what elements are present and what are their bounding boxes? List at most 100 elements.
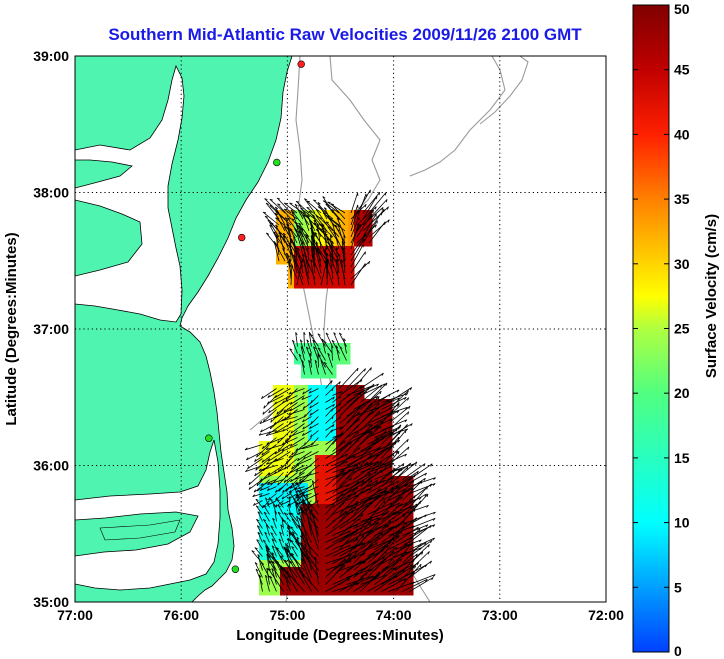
velocity-arrowhead <box>300 551 304 555</box>
velocity-arrow <box>307 214 316 232</box>
velocity-arrowhead <box>338 416 341 420</box>
velocity-arrow <box>297 247 304 274</box>
velocity-arrowhead <box>261 395 264 399</box>
velocity-cell <box>259 448 267 456</box>
velocity-cell <box>294 455 302 463</box>
velocity-arrow <box>302 423 312 430</box>
velocity-arrow <box>367 544 389 564</box>
velocity-cell <box>266 560 274 568</box>
velocity-arrowhead <box>312 214 316 217</box>
velocity-arrow <box>388 466 409 487</box>
velocity-arrowhead <box>331 345 334 349</box>
velocity-arrowhead <box>349 442 352 446</box>
velocity-arrow <box>315 215 328 232</box>
velocity-arrow <box>309 402 319 409</box>
velocity-arrowhead <box>254 473 257 477</box>
velocity-cell <box>282 258 289 265</box>
velocity-arrow <box>257 479 270 492</box>
velocity-arrow <box>362 207 384 226</box>
velocity-arrowhead <box>292 339 295 343</box>
velocity-arrowhead <box>315 209 319 212</box>
velocity-arrow <box>290 540 298 550</box>
velocity-arrow <box>325 203 340 220</box>
velocity-arrowhead <box>259 421 263 424</box>
velocity-arrow <box>367 425 393 438</box>
velocity-arrowhead <box>251 550 255 553</box>
velocity-arrow <box>309 423 319 430</box>
velocity-arrow <box>308 210 322 226</box>
velocity-arrowhead <box>381 207 384 211</box>
velocity-arrowhead <box>252 494 256 497</box>
velocity-arrowhead <box>284 466 287 470</box>
velocity-arrowhead <box>363 561 366 565</box>
velocity-arrow <box>388 429 407 452</box>
velocity-arrowhead <box>294 260 298 264</box>
velocity-arrow <box>252 493 263 497</box>
velocity-arrow <box>353 406 380 417</box>
velocity-arrow <box>356 214 372 238</box>
velocity-cell <box>282 246 289 253</box>
velocity-arrow <box>339 418 360 438</box>
y-tick-label: 35:00 <box>33 594 69 610</box>
x-axis-label: Longitude (Degrees:Minutes) <box>236 627 444 644</box>
velocity-cell <box>276 234 283 241</box>
velocity-arrowhead <box>306 346 309 350</box>
velocity-cell <box>273 525 281 533</box>
velocity-arrowhead <box>298 489 301 493</box>
velocity-cell <box>364 504 372 512</box>
velocity-arrow <box>402 551 424 571</box>
velocity-arrow <box>263 505 270 515</box>
velocity-arrowhead <box>405 393 408 396</box>
velocity-arrow <box>317 352 319 368</box>
velocity-cell <box>336 234 343 241</box>
velocity-arrow <box>339 528 358 550</box>
velocity-cell <box>342 258 349 265</box>
velocity-arrow <box>339 446 361 466</box>
velocity-arrowhead <box>335 247 339 251</box>
velocity-arrow <box>367 382 388 403</box>
velocity-arrowhead <box>309 412 312 416</box>
velocity-cell <box>330 252 337 259</box>
velocity-arrowhead <box>266 502 270 506</box>
velocity-arrowhead <box>269 575 273 579</box>
velocity-arrowhead <box>317 333 321 336</box>
velocity-cell <box>294 553 302 561</box>
velocity-cell <box>342 246 349 253</box>
velocity-arrow <box>271 568 277 585</box>
velocity-arrowhead <box>332 403 335 407</box>
velocity-arrow <box>350 244 364 268</box>
velocity-arrow <box>395 553 418 571</box>
velocity-arrowhead <box>270 222 274 225</box>
velocity-arrowhead <box>288 491 292 494</box>
velocity-arrowhead <box>371 424 373 428</box>
velocity-arrow <box>374 485 398 501</box>
velocity-cell <box>301 581 309 589</box>
velocity-arrow <box>257 554 263 571</box>
velocity-cell <box>308 413 316 421</box>
velocity-cell <box>385 483 393 491</box>
velocity-arrow <box>339 411 360 431</box>
velocity-arrow <box>297 451 312 462</box>
velocity-arrowhead <box>355 538 359 542</box>
velocity-arrow <box>325 332 333 347</box>
velocity-cell <box>354 216 361 223</box>
velocity-arrowhead <box>310 399 313 404</box>
velocity-arrow <box>255 458 270 471</box>
velocity-cell <box>287 560 295 568</box>
velocity-arrowhead <box>377 521 379 525</box>
velocity-arrowhead <box>341 431 344 435</box>
velocity-cell <box>336 246 343 253</box>
velocity-cell <box>287 539 295 547</box>
velocity-arrow <box>332 426 343 431</box>
velocity-arrow <box>388 477 412 494</box>
velocity-arrowhead <box>267 458 271 462</box>
velocity-cell <box>287 553 295 561</box>
velocity-cell <box>312 210 319 217</box>
velocity-cell <box>273 511 281 519</box>
velocity-arrowhead <box>264 531 268 535</box>
velocity-arrow <box>267 479 284 485</box>
velocity-arrowhead <box>370 568 374 572</box>
velocity-arrowhead <box>426 486 428 490</box>
velocity-arrow <box>360 488 381 508</box>
colorbar-tick-label: 15 <box>674 450 690 466</box>
